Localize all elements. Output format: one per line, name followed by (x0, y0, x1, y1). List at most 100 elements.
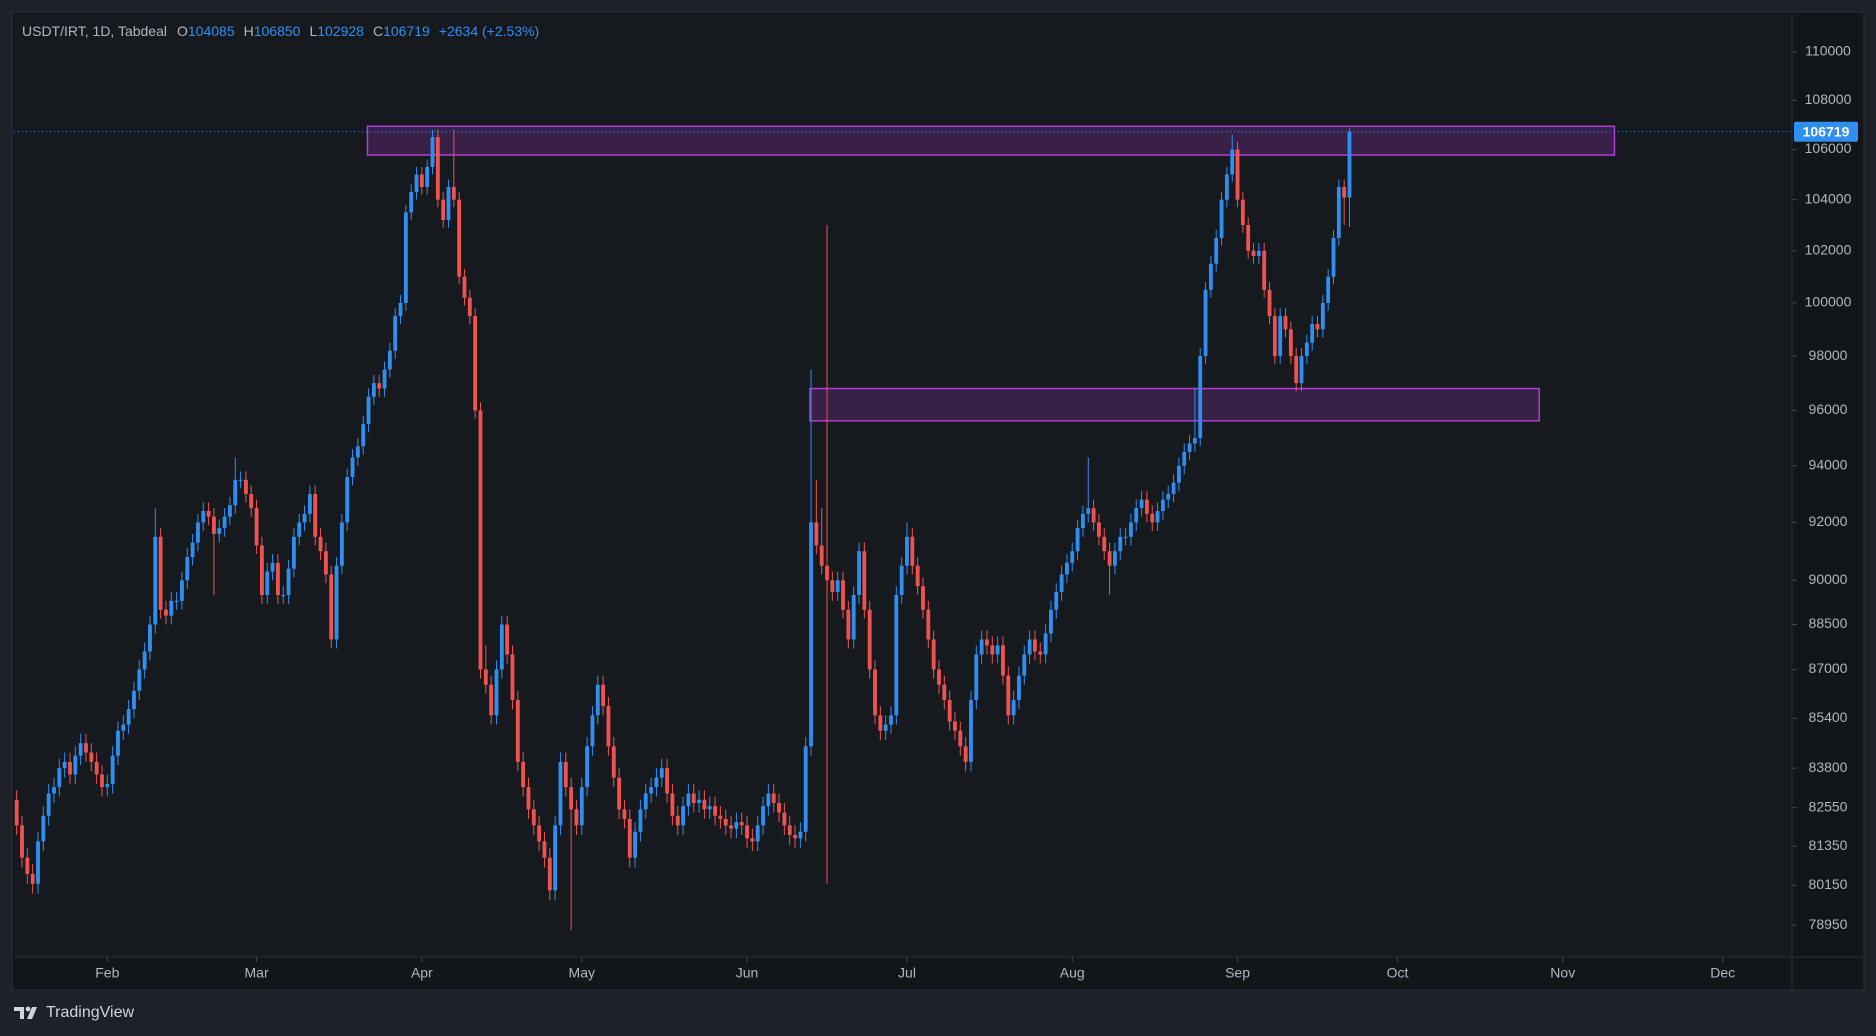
candle-body (531, 809, 536, 826)
candle-body (297, 522, 302, 537)
candle-body (1049, 609, 1053, 634)
candle-body (798, 831, 803, 839)
candle-body (777, 802, 781, 813)
candle-body (563, 761, 568, 788)
candle-body (601, 684, 606, 707)
candle-body (761, 806, 765, 826)
zone (809, 387, 1541, 422)
candle-body (20, 825, 24, 858)
candle-body (62, 761, 67, 769)
candle-body (483, 669, 488, 685)
low-label: L (309, 23, 318, 39)
y-tick-label: 94000 (1809, 457, 1848, 473)
y-tick-label: 100000 (1805, 294, 1852, 310)
candle-body (990, 645, 995, 655)
candle-body (222, 516, 227, 529)
candle-body (718, 815, 723, 819)
candle-body (926, 609, 931, 640)
candle-body (1288, 329, 1293, 357)
candle-body (617, 777, 622, 810)
candle-body (857, 551, 861, 595)
candle-body (1320, 302, 1325, 330)
candle-body (196, 522, 200, 543)
candle-body (862, 551, 867, 610)
candle-body (1006, 675, 1011, 716)
candle-body (1294, 356, 1299, 384)
candle-body (643, 793, 648, 810)
candle-body (1230, 149, 1235, 175)
candle-body (148, 624, 152, 652)
candle-body (180, 580, 184, 601)
candle-body (350, 457, 355, 478)
candle-body (547, 857, 552, 891)
candle-body (1160, 499, 1165, 512)
candle-body (425, 166, 430, 188)
candle-body (883, 724, 888, 731)
candle-body (1113, 551, 1117, 566)
candle-body (339, 522, 344, 566)
candle-body (1219, 199, 1224, 238)
x-tick-label: Dec (1710, 965, 1735, 981)
candle-body (1182, 451, 1187, 466)
candle-body (878, 715, 883, 731)
candle-body (1240, 199, 1245, 226)
x-tick-label: Sep (1225, 965, 1250, 981)
y-tick-label: 90000 (1809, 571, 1848, 587)
candle-body (100, 774, 104, 788)
candle-body (334, 565, 339, 640)
brand[interactable]: TradingView (14, 1004, 134, 1022)
candle-body (611, 746, 616, 778)
candle-body (553, 825, 558, 891)
candle-body (84, 743, 88, 753)
candle-body (254, 508, 259, 546)
legend-header: USDT/IRT, 1D, Tabdeal O104085 H106850 L1029… (22, 23, 548, 39)
candle-body (201, 511, 206, 523)
candle-body (755, 825, 760, 842)
candle-body (691, 793, 696, 803)
candle-body (686, 793, 691, 807)
last-price-tag (1794, 121, 1858, 142)
x-tick-label: Mar (245, 965, 269, 981)
candle-body (835, 580, 840, 593)
y-tick-label: 81350 (1809, 837, 1848, 853)
candle-body (110, 755, 115, 784)
candle-body (1347, 131, 1352, 198)
y-tick-label: 82550 (1809, 798, 1848, 814)
candle-body (446, 187, 451, 221)
y-tick-label: 98000 (1809, 347, 1848, 363)
candle-body (915, 565, 920, 587)
candle-body (782, 812, 787, 826)
candle-body (275, 562, 280, 595)
candle-body (787, 825, 792, 835)
candle-body (1059, 574, 1064, 593)
x-tick-label: Apr (411, 965, 433, 981)
candle-body (217, 528, 222, 534)
y-tick-label: 110000 (1805, 43, 1851, 59)
candle-body (526, 787, 531, 810)
candle-body (73, 755, 78, 775)
candle-body (457, 199, 462, 277)
candle-body (558, 761, 563, 826)
x-tick-label: Feb (95, 965, 119, 981)
candle-body (94, 761, 99, 775)
candle-body (1107, 551, 1112, 566)
candle-body (867, 609, 872, 670)
candle-body (766, 793, 771, 807)
candle-body (414, 174, 419, 193)
candle-body (1262, 250, 1267, 290)
candle-body (505, 624, 510, 655)
y-tick-label: 92000 (1809, 513, 1848, 529)
candle-body (371, 383, 376, 397)
y-tick-label: 108000 (1805, 91, 1852, 107)
candle-body (745, 825, 749, 839)
candle-body (819, 545, 824, 566)
candle-body (947, 699, 952, 722)
candle-body (707, 806, 712, 810)
candle-body (1150, 513, 1155, 523)
last-price-label: 106719 (1803, 123, 1850, 139)
candle-body (137, 669, 142, 691)
candle-body (281, 594, 286, 596)
candle-body (702, 799, 707, 810)
